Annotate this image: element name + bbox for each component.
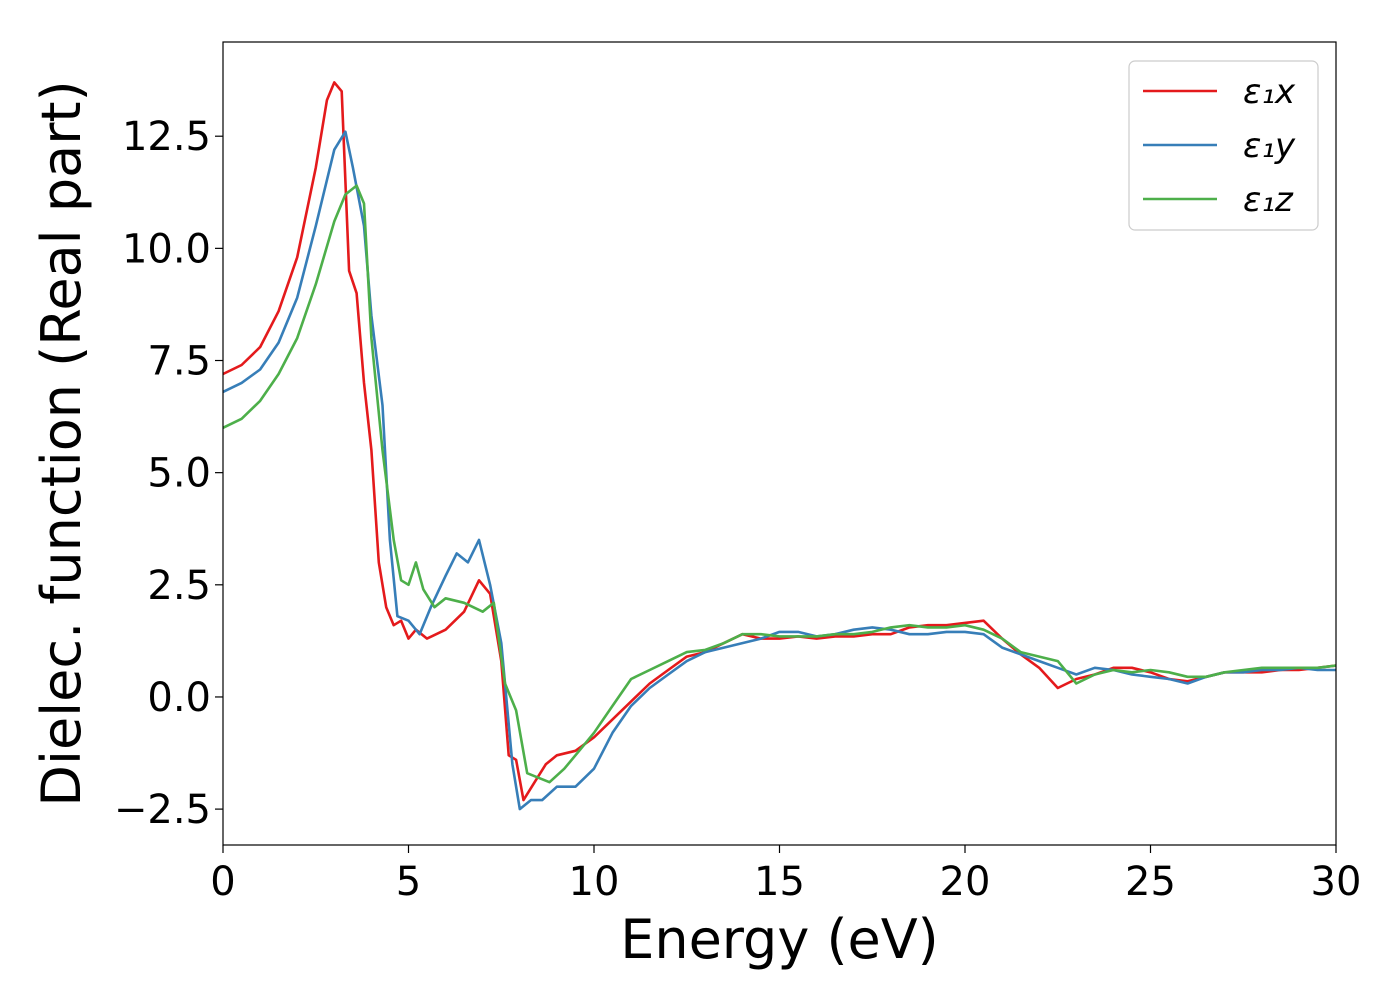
- y-tick-label: 10.0: [122, 226, 211, 272]
- x-tick-label: 15: [754, 859, 805, 905]
- x-tick-label: 10: [569, 859, 620, 905]
- x-axis-title: Energy (eV): [620, 908, 939, 971]
- y-axis-title: Dielec. function (Real part): [30, 80, 93, 806]
- y-tick-label: 12.5: [122, 114, 211, 160]
- y-tick-label: −2.5: [114, 787, 211, 833]
- legend-label-2: ε₁z: [1243, 180, 1294, 220]
- series-layer: [222, 81, 1337, 811]
- y-tick-label: 7.5: [147, 339, 211, 385]
- x-axis-ticks: 0 5 10 15 20 25 30: [210, 845, 1361, 905]
- x-tick-label: 5: [396, 859, 421, 905]
- x-tick-label: 0: [210, 859, 235, 905]
- y-tick-label: 0.0: [147, 675, 211, 721]
- x-tick-label: 20: [940, 859, 991, 905]
- legend-box: [1128, 60, 1319, 231]
- y-tick-label: 5.0: [147, 451, 211, 497]
- x-tick-label: 25: [1125, 859, 1176, 905]
- series-line-0: [222, 81, 1337, 802]
- series-line-2: [222, 184, 1337, 784]
- legend: ε₁x ε₁y ε₁z: [1128, 60, 1319, 231]
- legend-label-1: ε₁y: [1243, 126, 1296, 166]
- y-tick-label: 2.5: [147, 563, 211, 609]
- legend-label-0: ε₁x: [1243, 72, 1296, 112]
- y-axis-ticks: −2.5 0.0 2.5 5.0 7.5 10.0 12.5: [114, 114, 223, 833]
- x-tick-label: 30: [1311, 859, 1362, 905]
